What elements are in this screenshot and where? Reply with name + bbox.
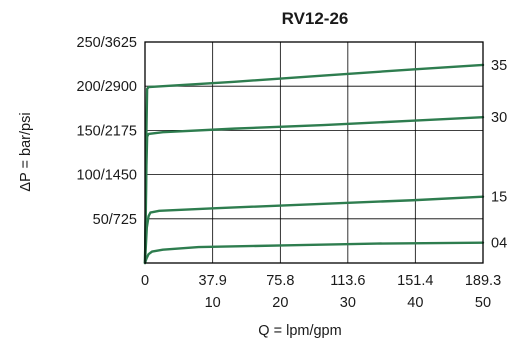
series-curve-04 bbox=[143, 241, 485, 265]
y-tick-label: 200/2900 bbox=[77, 79, 137, 95]
curves bbox=[143, 63, 485, 265]
y-axis-label: ΔP = bar/psi bbox=[18, 112, 34, 191]
series-label-04: 04 bbox=[491, 236, 507, 252]
x-tick-label-lpm: 151.4 bbox=[397, 273, 433, 289]
series-label-30: 30 bbox=[491, 110, 507, 126]
y-tick-label: 100/1450 bbox=[77, 168, 137, 184]
plot-frame bbox=[144, 41, 484, 264]
x-tick-label-lpm: 37.9 bbox=[199, 273, 227, 289]
x-axis-ticks: 0 37.9 10 75.8 20 113.6 30 151.4 40 189.3 50 bbox=[141, 273, 501, 311]
chart-title: RV12-26 bbox=[282, 9, 349, 28]
series-curve-30 bbox=[143, 115, 485, 265]
x-axis-label: Q = lpm/gpm bbox=[258, 323, 341, 339]
series-curve-35 bbox=[143, 63, 485, 265]
series-labels: 35 30 15 04 bbox=[491, 58, 507, 252]
x-tick-label-lpm: 75.8 bbox=[266, 273, 294, 289]
x-tick-label-gpm: 20 bbox=[272, 295, 288, 311]
y-axis-ticks: 50/725 100/1450 150/2175 200/2900 250/3625 bbox=[77, 35, 137, 228]
y-tick-label: 250/3625 bbox=[77, 35, 137, 51]
x-tick-label-gpm: 10 bbox=[205, 295, 221, 311]
x-tick-label-gpm: 30 bbox=[340, 295, 356, 311]
series-label-15: 15 bbox=[491, 190, 507, 206]
x-tick-label-lpm: 113.6 bbox=[330, 273, 365, 289]
y-tick-label: 50/725 bbox=[93, 212, 137, 228]
y-tick-label: 150/2175 bbox=[77, 123, 137, 139]
x-tick-label-gpm: 40 bbox=[407, 295, 423, 311]
x-tick-label-lpm: 0 bbox=[141, 273, 149, 289]
series-label-35: 35 bbox=[491, 58, 507, 74]
series-curve-15 bbox=[143, 195, 485, 265]
x-tick-label-lpm: 189.3 bbox=[465, 273, 501, 289]
x-tick-label-gpm: 50 bbox=[475, 295, 491, 311]
